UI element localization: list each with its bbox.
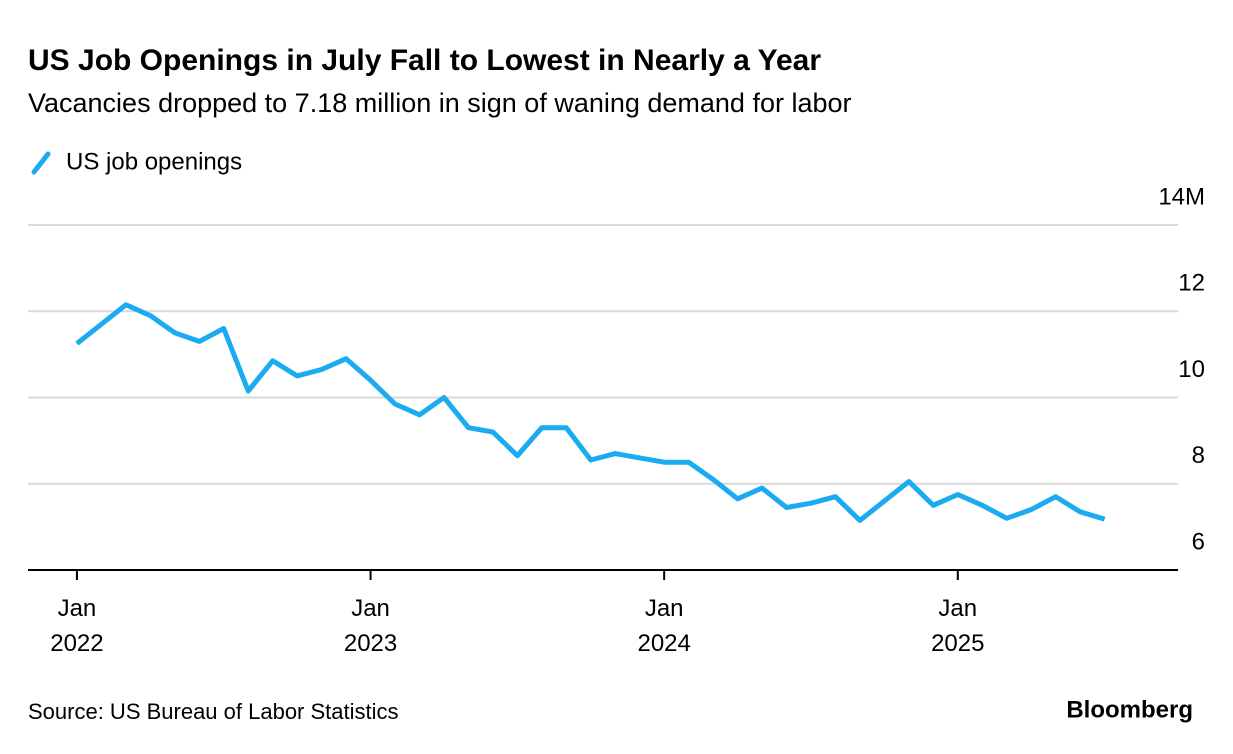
x-tick-label: Jan 2023 (344, 595, 397, 657)
source: Source: US Bureau of Labor Statistics (28, 699, 399, 724)
x-tick-label-line: Jan (938, 595, 977, 622)
y-tick-label: 10 (1178, 356, 1205, 383)
x-tick-label-line: Jan (58, 595, 97, 622)
y-tick-label: 14M (1158, 183, 1205, 210)
brand: Bloomberg (1066, 696, 1193, 723)
x-tick-label-line: 2022 (50, 630, 103, 657)
x-tick-label-line: Jan (351, 595, 390, 622)
x-tick-label-line: 2024 (637, 630, 690, 657)
y-tick-label: 12 (1178, 270, 1205, 297)
series-line (75, 302, 1106, 523)
y-tick-label: 6 (1192, 528, 1205, 555)
x-tick-label-line: Jan (645, 595, 684, 622)
x-tick-label: Jan 2025 (931, 595, 984, 657)
x-tick-label: Jan 2022 (50, 595, 103, 657)
x-tick-label-line: 2025 (931, 630, 984, 657)
legend-swatch (31, 151, 51, 175)
legend-label: US job openings (66, 148, 242, 175)
x-tick-label-line: 2023 (344, 630, 397, 657)
chart-subtitle: Vacancies dropped to 7.18 million in sig… (28, 88, 852, 118)
y-tick-label: 8 (1192, 442, 1205, 469)
chart-title: US Job Openings in July Fall to Lowest i… (28, 44, 821, 77)
x-tick-label: Jan 2024 (637, 595, 690, 657)
